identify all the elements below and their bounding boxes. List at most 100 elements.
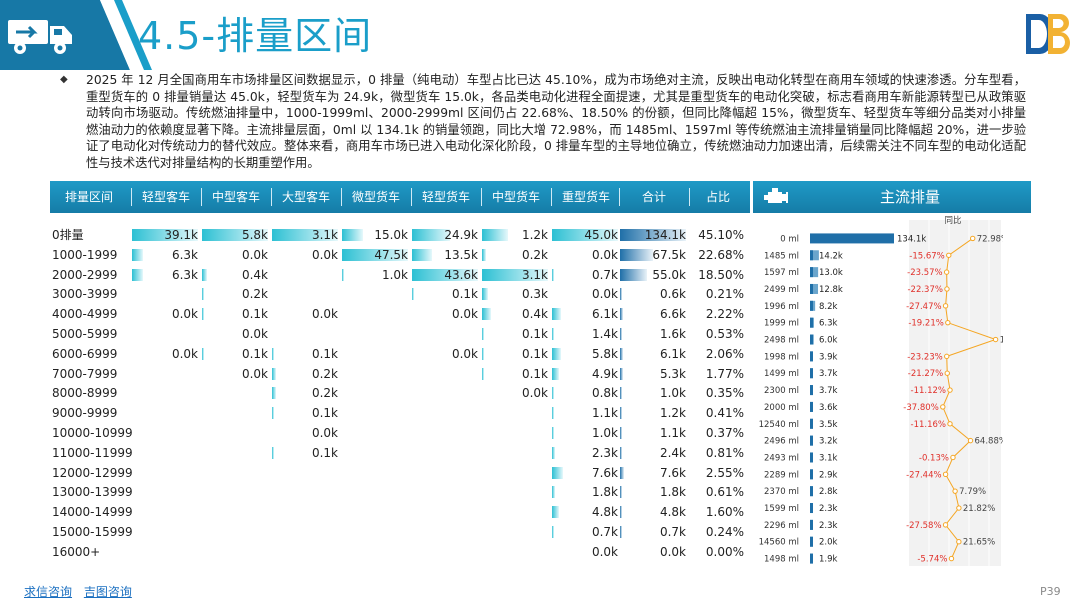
col-header-5: 轻型货车 <box>421 190 470 204</box>
mainstream-value: 2.8k <box>819 487 838 497</box>
mainstream-bar-cap <box>810 300 813 311</box>
mainstream-bar-cap <box>810 401 813 412</box>
table-cell: 0.0k <box>552 245 620 265</box>
mainstream-category: 1599 ml <box>764 504 799 514</box>
table-cell: 0.4k <box>482 304 550 324</box>
cell-value: 0.1k <box>311 346 338 361</box>
yoy-label: 21.82% <box>963 504 995 514</box>
table-row: 7000-7999 0.0k 0.2k 0.1k 4.9k 5.3k 1.77% <box>50 364 750 384</box>
data-bar <box>552 367 560 380</box>
mainstream-category: 1498 ml <box>764 555 799 565</box>
cell-value: 0.1k <box>451 287 478 302</box>
mainstream-bar-cap <box>810 351 813 362</box>
cell-value: 1.0k <box>381 267 408 282</box>
table-cell: 0.0k <box>132 344 200 364</box>
table-cell: 3.1k <box>272 225 340 245</box>
cell-value: 22.68% <box>698 247 744 262</box>
data-bar <box>552 268 554 281</box>
cell-value: 1.1k <box>591 406 618 421</box>
table-cell: 1.1k <box>552 403 620 423</box>
table-cell <box>202 482 270 502</box>
table-cell <box>272 522 340 542</box>
cell-value: 6.1k <box>659 346 686 361</box>
cell-value: 0.35% <box>705 386 744 401</box>
range-label: 11000-11999 <box>52 445 133 460</box>
col-header-4: 微型货车 <box>351 190 400 204</box>
cell-value: 43.6k <box>444 267 478 282</box>
table-cell <box>482 423 550 443</box>
cell-value: 0.4k <box>241 267 268 282</box>
data-bar <box>202 347 204 360</box>
cell-value: 0.7k <box>659 525 686 539</box>
data-bar <box>272 446 275 459</box>
mainstream-bar-cap <box>810 519 813 530</box>
table-row: 3000-3999 0.2k 0.1k 0.3k 0.0k 0.6k 0.21% <box>50 284 750 304</box>
cell-value: 5.8k <box>591 346 618 361</box>
table-cell: 0.0k <box>412 344 480 364</box>
data-bar <box>620 308 624 321</box>
cell-value: 0.7k <box>591 525 618 539</box>
data-bar <box>272 407 275 420</box>
cell-value: 0.21% <box>705 287 744 302</box>
table-row: 11000-11999 0.1k 2.3k 2.4k 0.81% <box>50 443 750 463</box>
data-bar <box>620 506 623 519</box>
table-cell: 0.1k <box>272 344 340 364</box>
data-bar <box>202 229 268 241</box>
col-header-1: 轻型客车 <box>141 190 190 204</box>
mainstream-bar <box>810 250 819 261</box>
cell-value: 1.8k <box>659 485 686 500</box>
data-bar <box>620 248 654 261</box>
table-cell <box>202 443 270 463</box>
data-bar <box>482 229 508 241</box>
mainstream-value: 1.9k <box>819 555 838 565</box>
table-cell: 0.24% <box>690 522 746 542</box>
table-cell: 0.00% <box>690 542 746 562</box>
footer-link-jitu[interactable]: 吉图咨询 <box>83 585 132 599</box>
footer-link-qiuxin[interactable]: 求信咨询 <box>24 585 73 599</box>
col-separator <box>131 188 132 206</box>
table-cell: 0.3k <box>482 284 550 304</box>
data-bar <box>552 407 554 420</box>
table-cell: 0.7k <box>552 522 620 542</box>
data-bar <box>342 268 344 281</box>
table-cell <box>132 482 200 502</box>
table-cell: 1.2k <box>482 225 550 245</box>
table-cell: 15.0k <box>342 225 410 245</box>
mainstream-bar-cap <box>810 283 813 294</box>
cell-value: 1.60% <box>705 505 744 520</box>
yoy-point <box>944 286 950 292</box>
cell-value: 18.50% <box>698 267 744 282</box>
mainstream-bar <box>810 267 819 278</box>
table-row: 12000-12999 7.6k 7.6k 2.55% <box>50 463 750 483</box>
table-cell <box>342 443 410 463</box>
mainstream-bar-cap <box>810 452 813 463</box>
table-cell: 0.4k <box>202 265 270 285</box>
mainstream-value: 2.3k <box>819 504 838 514</box>
table-cell <box>132 403 200 423</box>
data-bar <box>342 248 408 261</box>
table-cell: 1.77% <box>690 364 746 384</box>
table-cell <box>342 522 410 542</box>
mainstream-category: 2493 ml <box>764 453 799 463</box>
table-row: 10000-10999 0.0k 1.0k 1.1k 0.37% <box>50 423 750 443</box>
mainstream-category: 1996 ml <box>764 302 799 312</box>
range-label: 8000-8999 <box>52 386 118 401</box>
yoy-line <box>942 238 998 559</box>
table-cell: 22.68% <box>690 245 746 265</box>
table-cell: 0.1k <box>202 344 270 364</box>
table-cell: 4.8k <box>552 502 620 522</box>
cell-value: 0.0k <box>241 247 268 262</box>
range-label: 4000-4999 <box>52 307 118 322</box>
col-header-6: 中型货车 <box>491 190 540 204</box>
table-cell: 0.0k <box>202 324 270 344</box>
data-bar <box>552 387 554 400</box>
cell-value: 0.53% <box>705 327 744 341</box>
yoy-label: -27.58% <box>906 521 941 531</box>
table-cell: 0.1k <box>272 403 340 423</box>
yoy-label: -5.74% <box>917 555 947 565</box>
table-cell: 2.06% <box>690 344 746 364</box>
yoy-label: 21.65% <box>963 538 995 548</box>
range-label: 16000+ <box>52 544 101 559</box>
table-cell: 6.1k <box>620 344 688 364</box>
table-cell: 24.9k <box>412 225 480 245</box>
